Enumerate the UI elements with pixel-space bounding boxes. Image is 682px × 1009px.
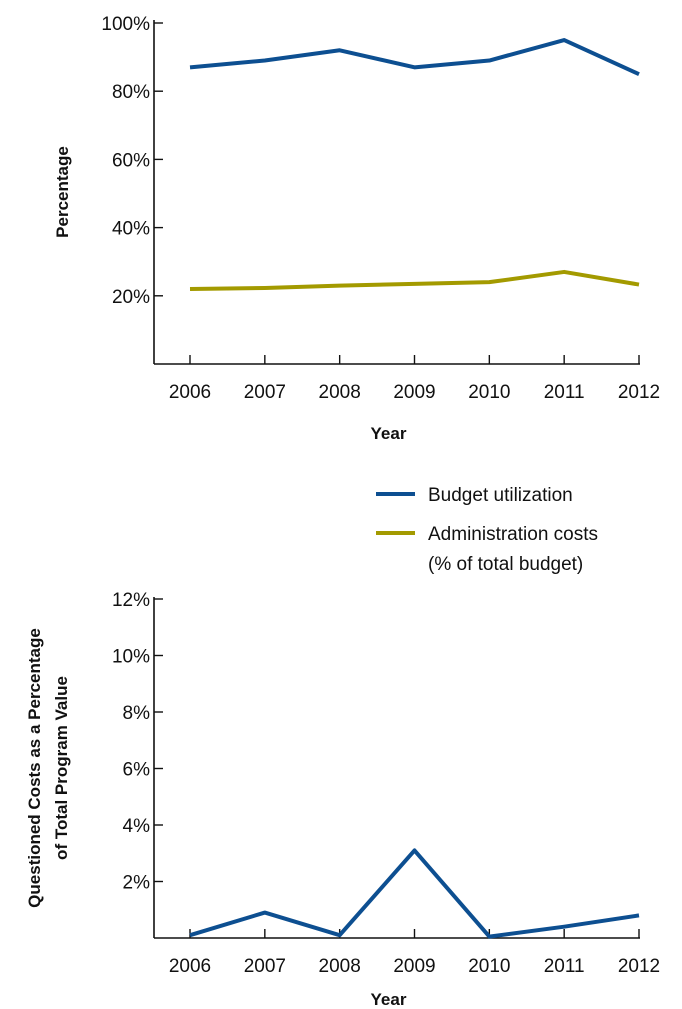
legend-label-1: Administration costs	[428, 524, 598, 545]
x-tick-label: 2009	[393, 382, 435, 403]
y-tick-label: 60%	[112, 150, 150, 171]
x-axis-title: Year	[371, 424, 407, 443]
data-point-0	[413, 65, 417, 69]
data-point-0	[413, 848, 417, 852]
data-point-0	[188, 65, 192, 69]
y-axis-title-line1: Questioned Costs as a Percentage	[25, 628, 44, 908]
budget-chart: 20% 40% 60% 80% 100% 2006 2007 2008 2009 2010 2011…	[53, 14, 660, 443]
x-tick-label: 2008	[319, 956, 361, 977]
data-point-0	[263, 59, 267, 63]
y-tick-label: 80%	[112, 82, 150, 103]
y-tick-label: 12%	[112, 590, 150, 611]
x-tick-label: 2006	[169, 382, 211, 403]
data-point-0	[487, 59, 491, 63]
x-tick-label: 2012	[618, 956, 660, 977]
y-tick-label: 6%	[123, 760, 151, 781]
questioned-costs-chart: 2% 4% 6% 8% 10% 12% 2006 2007 2008 2009 2010 2011 20…	[25, 590, 660, 1009]
x-tick-label: 2006	[169, 956, 211, 977]
x-tick-label: 2007	[244, 382, 286, 403]
data-point-0	[637, 913, 641, 917]
x-tick-label: 2007	[244, 956, 286, 977]
series-line-1	[189, 269, 640, 291]
data-point-0	[562, 38, 566, 42]
x-tick-label: 2008	[319, 382, 361, 403]
y-tick-label: 2%	[123, 873, 151, 894]
data-point-1	[188, 287, 192, 291]
y-tick-label: 10%	[112, 647, 150, 668]
series-line-0	[189, 848, 640, 939]
x-tick-label: 2011	[544, 956, 585, 977]
data-point-0	[637, 72, 641, 76]
data-point-0	[487, 935, 491, 939]
x-tick-label: 2012	[618, 382, 660, 403]
data-point-0	[338, 48, 342, 52]
data-point-1	[338, 284, 342, 288]
data-point-1	[637, 283, 641, 287]
y-axis-title-line2: of Total Program Value	[52, 676, 71, 860]
data-point-1	[413, 282, 417, 286]
data-point-0	[188, 933, 192, 937]
data-point-0	[338, 933, 342, 937]
y-tick-label: 20%	[112, 287, 150, 308]
x-axis-title: Year	[371, 990, 407, 1009]
data-point-0	[562, 925, 566, 929]
series-line-0	[189, 38, 640, 76]
y-tick-label: 4%	[123, 816, 151, 837]
y-axis-title: Percentage	[53, 146, 72, 238]
x-tick-label: 2011	[544, 382, 585, 403]
x-tick-label: 2010	[468, 382, 510, 403]
legend-label-0: Budget utilization	[428, 485, 573, 506]
x-tick-label: 2010	[468, 956, 510, 977]
legend: Budget utilization Administration costs (%…	[376, 485, 598, 575]
data-point-1	[562, 270, 566, 274]
x-tick-label: 2009	[393, 956, 435, 977]
y-tick-label: 40%	[112, 219, 150, 240]
data-point-1	[263, 286, 267, 290]
y-tick-label: 100%	[101, 14, 150, 35]
data-point-0	[263, 911, 267, 915]
legend-label-1-line2: (% of total budget)	[428, 554, 583, 575]
data-point-1	[487, 280, 491, 284]
y-tick-label: 8%	[123, 703, 151, 724]
